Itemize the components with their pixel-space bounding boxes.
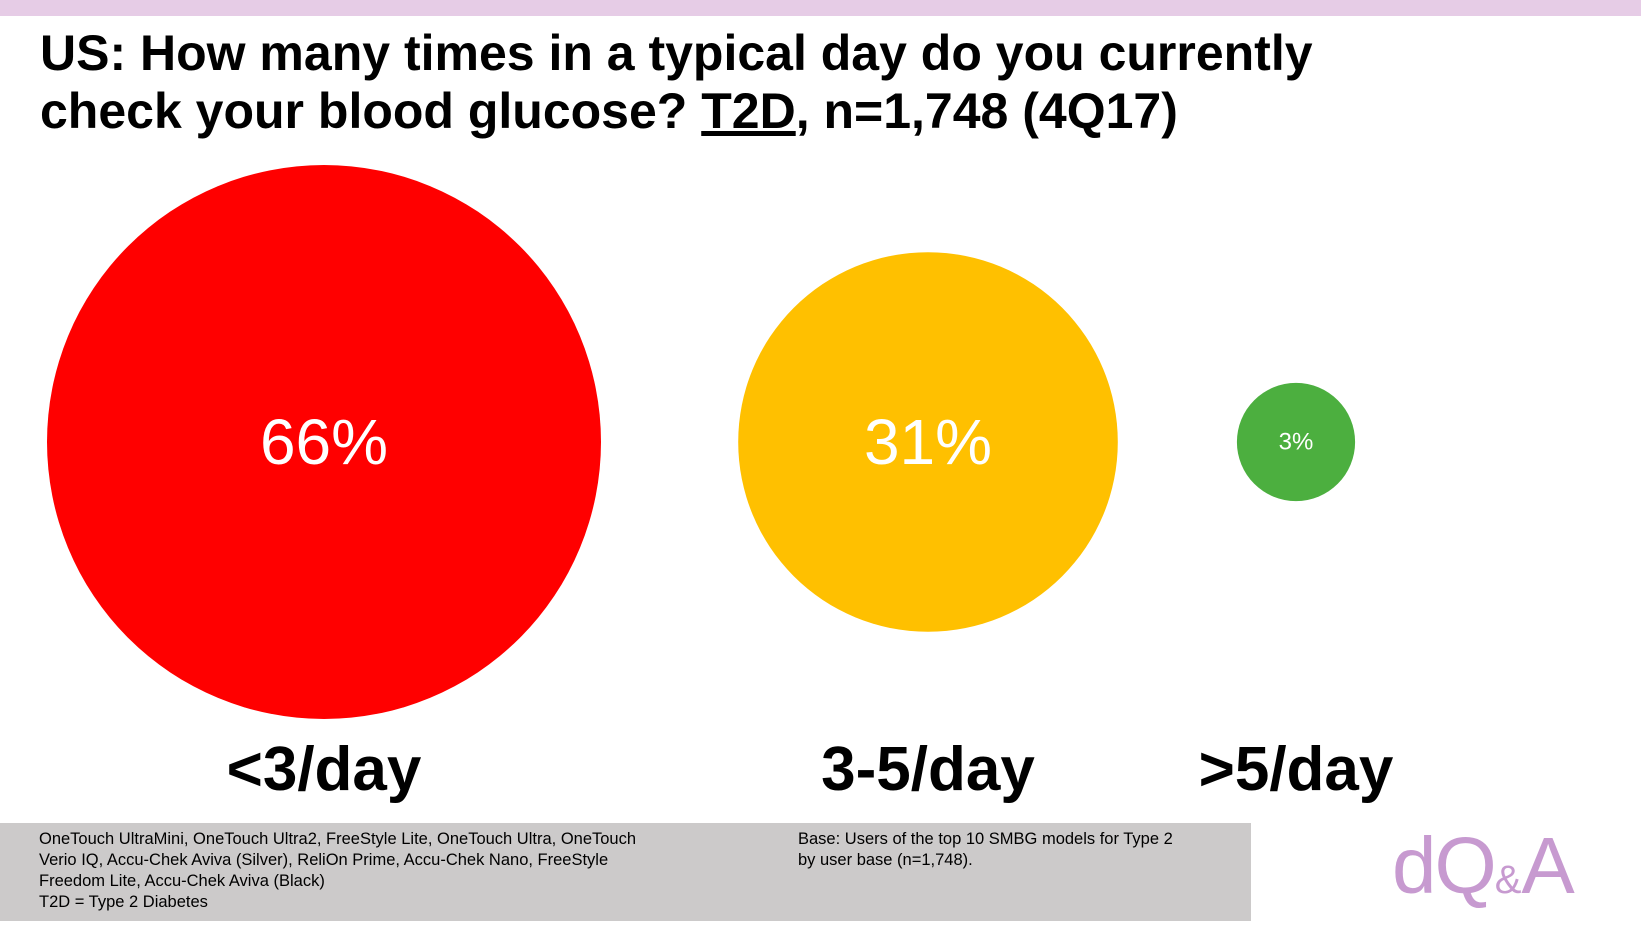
slide-title: US: How many times in a typical day do y… (40, 24, 1600, 140)
bubble-value-label: 3% (1279, 429, 1314, 456)
logo-dq: dQ (1392, 821, 1497, 910)
logo-ampersand: & (1494, 858, 1522, 902)
base-footnote-line: Base: Users of the top 10 SMBG models fo… (798, 830, 1173, 848)
footer-panel (0, 823, 1251, 921)
bubble-3 (1236, 382, 1356, 502)
category-label: >5/day (1199, 735, 1394, 804)
base-footnote: Base: Users of the top 10 SMBG models fo… (798, 829, 1238, 871)
models-footnote-line: OneTouch UltraMini, OneTouch Ultra2, Fre… (39, 830, 637, 848)
title-line-2-end: , n=1,748 (4Q17) (795, 83, 1178, 139)
title-t2d-underlined: T2D (701, 83, 796, 139)
dqa-logo: dQ&A (1392, 826, 1602, 906)
bubble-2 (738, 252, 1118, 632)
bubble-value-label: 31% (864, 406, 992, 478)
models-footnote: OneTouch UltraMini, OneTouch Ultra2, Fre… (39, 829, 739, 913)
logo-a: A (1521, 821, 1574, 910)
title-line-1: US: How many times in a typical day do y… (40, 25, 1313, 81)
models-footnote-line: Verio IQ, Accu-Chek Aviva (Silver), Reli… (39, 851, 609, 869)
bubble-value-label: 66% (260, 406, 388, 478)
bubble-1 (47, 165, 601, 719)
models-footnote-line: Freedom Lite, Accu-Chek Aviva (Black) (39, 872, 325, 890)
category-label: <3/day (227, 735, 422, 804)
title-line-2-start: check your blood glucose? (40, 83, 702, 139)
t2d-definition: T2D = Type 2 Diabetes (39, 893, 208, 911)
category-label: 3-5/day (821, 735, 1035, 804)
base-footnote-line: by user base (n=1,748). (798, 851, 973, 869)
top-accent-bar (0, 0, 1641, 16)
